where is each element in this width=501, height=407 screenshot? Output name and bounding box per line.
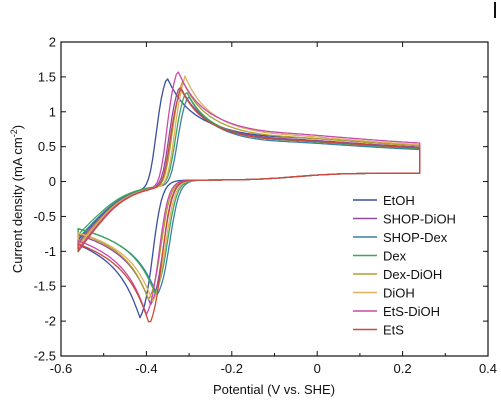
y-axis-title-main: Current density (mA cm [10, 137, 25, 273]
y-tick-label: 0 [49, 174, 56, 189]
curves-layer [77, 71, 421, 323]
x-tick-label: 0.4 [479, 361, 497, 376]
y-tick-label: -1 [44, 244, 56, 259]
x-axis-title: Potential (V vs. SHE) [213, 382, 335, 397]
legend-label-etoh: EtOH [383, 193, 415, 208]
legend-label-shop-dex: SHOP-Dex [383, 230, 448, 245]
x-axis: -0.6 -0.4 -0.2 0 0.2 0.4 [50, 42, 497, 376]
legend-label-ets-dioh: EtS-DiOH [383, 304, 440, 319]
legend-label-dioh: DiOH [383, 286, 415, 301]
y-axis-title-close: ) [10, 125, 25, 129]
y-tick-label: -2 [44, 314, 56, 329]
legend-label-dex-dioh: Dex-DiOH [383, 267, 442, 282]
y-axis: 2 1.5 1 0.5 0 -0.5 -1 -1.5 -2 -2.5 [34, 35, 488, 364]
x-tick-label: -0.6 [50, 361, 72, 376]
y-tick-label: 2 [49, 35, 56, 50]
y-tick-label: 1 [49, 104, 56, 119]
series-line-dioh [77, 75, 421, 302]
series-line-etoh [77, 78, 421, 319]
legend-label-ets: EtS [383, 323, 404, 338]
legend-label-shop-dioh: SHOP-DiOH [383, 212, 456, 227]
y-axis-title: Current density (mA cm-2) [9, 125, 25, 273]
y-tick-label: -1.5 [34, 279, 56, 294]
y-tick-label: 1.5 [38, 69, 56, 84]
legend-label-dex: Dex [383, 249, 407, 264]
x-tick-label: -0.2 [221, 361, 243, 376]
y-tick-label: -0.5 [34, 209, 56, 224]
y-axis-title-superscript: -2 [9, 129, 19, 137]
x-tick-label: -0.4 [135, 361, 157, 376]
corner-mark [494, 2, 496, 18]
y-tick-label: -2.5 [34, 349, 56, 364]
legend: EtOH SHOP-DiOH SHOP-Dex Dex Dex-DiOH DiOH EtS-… [353, 193, 456, 338]
series-line-dex-dioh [77, 80, 421, 301]
y-tick-label: 0.5 [38, 139, 56, 154]
x-tick-label: 0 [314, 361, 321, 376]
series-line-dex [77, 92, 421, 294]
series-line-ets [77, 87, 421, 323]
x-tick-label: 0.2 [394, 361, 412, 376]
